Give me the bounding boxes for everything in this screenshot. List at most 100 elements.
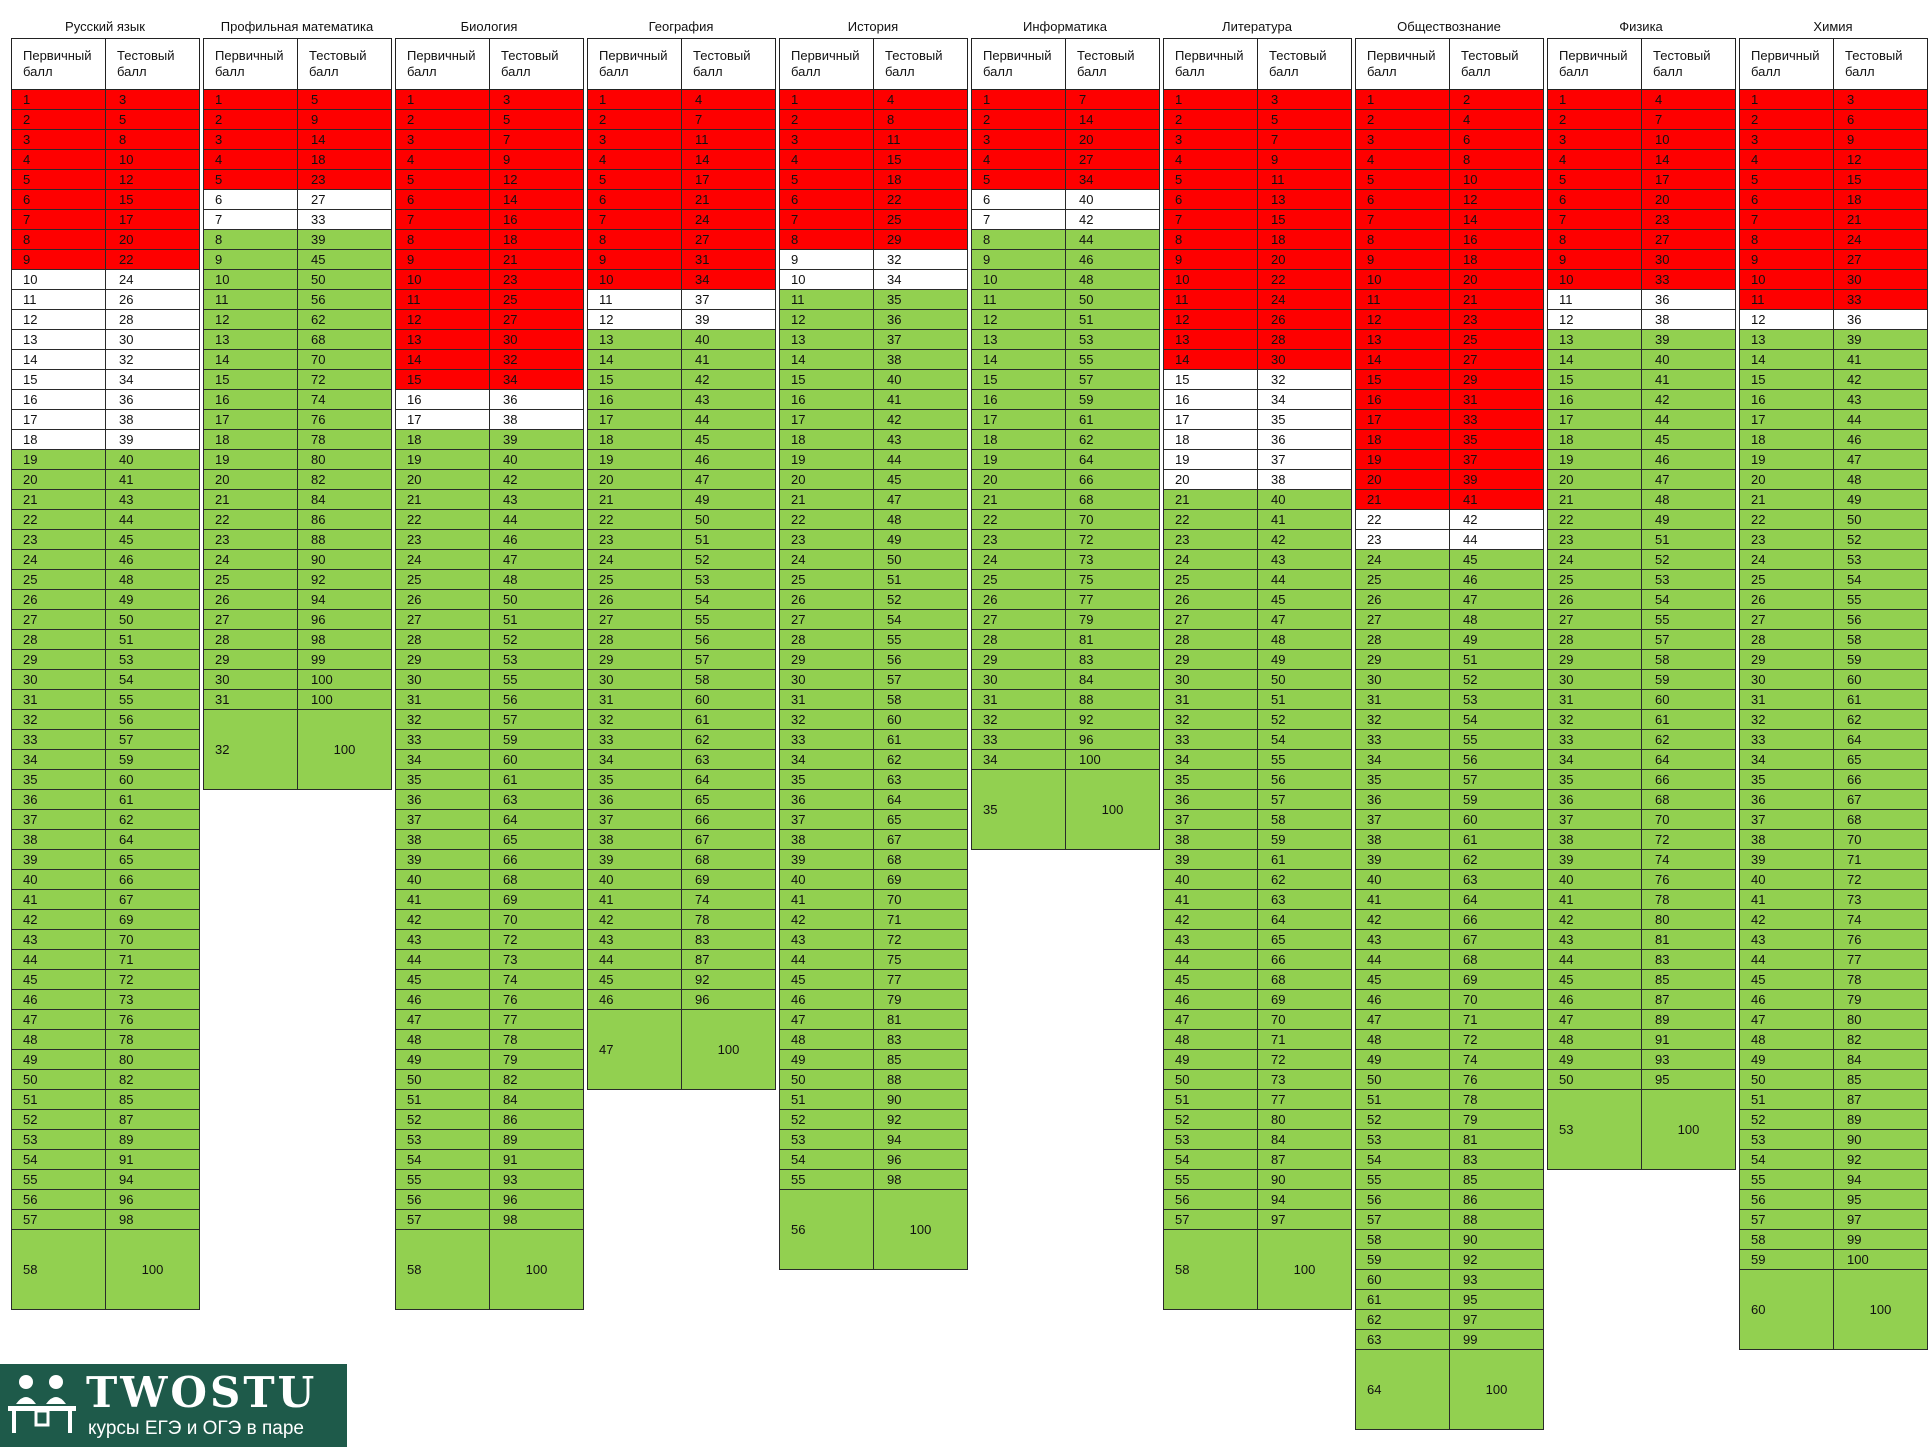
primary-score-cell: 55 — [1355, 1169, 1450, 1190]
primary-score-cell: 31 — [587, 689, 682, 710]
primary-score-cell: 48 — [1739, 1029, 1834, 1050]
test-score-cell: 13 — [1257, 189, 1352, 210]
score-row: 28 56 — [587, 629, 776, 650]
primary-score-cell: 21 — [11, 489, 106, 510]
test-score-cell: 25 — [1449, 329, 1544, 350]
test-score-cell: 66 — [681, 809, 776, 830]
primary-score-cell: 23 — [1163, 529, 1258, 550]
score-row: 17 33 — [1355, 409, 1544, 430]
primary-score-cell: 28 — [395, 629, 490, 650]
primary-score-cell: 18 — [1355, 429, 1450, 450]
score-row: 8 27 — [587, 229, 776, 250]
primary-score-cell: 10 — [779, 269, 874, 290]
primary-score-cell: 47 — [779, 1009, 874, 1030]
test-score-cell: 54 — [1257, 729, 1352, 750]
score-row: 36 63 — [395, 789, 584, 810]
primary-score-cell: 40 — [587, 869, 682, 890]
test-score-header: Тестовый балл — [1065, 38, 1160, 90]
test-score-cell: 74 — [297, 389, 392, 410]
score-row: 39 74 — [1547, 849, 1736, 870]
score-row: 23 51 — [587, 529, 776, 550]
primary-score-cell: 31 — [971, 689, 1066, 710]
score-row: 46 70 — [1355, 989, 1544, 1010]
test-score-cell: 56 — [681, 629, 776, 650]
test-score-cell: 66 — [489, 849, 584, 870]
primary-score-cell: 33 — [1547, 729, 1642, 750]
test-score-cell: 21 — [1449, 289, 1544, 310]
score-row: 21 49 — [587, 489, 776, 510]
score-row: 51 85 — [11, 1089, 200, 1110]
score-row: 20 39 — [1355, 469, 1544, 490]
score-row: 36 67 — [1739, 789, 1928, 810]
score-row: 48 72 — [1355, 1029, 1544, 1050]
primary-score-cell: 56 — [1163, 1189, 1258, 1210]
score-row: 8 39 — [203, 229, 392, 250]
primary-score-cell: 5 — [395, 169, 490, 190]
test-score-cell: 11 — [1257, 169, 1352, 190]
score-row: 15 42 — [1739, 369, 1928, 390]
test-score-cell: 28 — [1257, 329, 1352, 350]
primary-score-cell: 35 — [1355, 769, 1450, 790]
score-row: 18 45 — [1547, 429, 1736, 450]
test-score-cell: 49 — [1641, 509, 1736, 530]
score-row: 46 73 — [11, 989, 200, 1010]
score-row: 12 36 — [779, 309, 968, 330]
primary-score-cell: 4 — [779, 149, 874, 170]
score-row: 30 84 — [971, 669, 1160, 690]
test-score-cell: 56 — [489, 689, 584, 710]
score-row: 56 94 — [1163, 1189, 1352, 1210]
test-score-cell: 69 — [1449, 969, 1544, 990]
primary-score-cell: 37 — [1547, 809, 1642, 830]
test-score-cell: 43 — [681, 389, 776, 410]
primary-score-cell: 4 — [587, 149, 682, 170]
primary-score-cell: 57 — [395, 1209, 490, 1230]
score-row: 53 94 — [779, 1129, 968, 1150]
test-score-cell: 56 — [105, 709, 200, 730]
subject-title: Литература — [1222, 19, 1292, 34]
primary-score-cell: 22 — [779, 509, 874, 530]
test-score-cell: 41 — [873, 389, 968, 410]
score-row: 37 60 — [1355, 809, 1544, 830]
test-score-cell: 61 — [1833, 689, 1928, 710]
test-score-cell: 86 — [297, 509, 392, 530]
score-row: 19 46 — [1547, 449, 1736, 470]
test-score-cell: 9 — [1833, 129, 1928, 150]
primary-score-cell: 32 — [971, 709, 1066, 730]
primary-score-cell: 29 — [587, 649, 682, 670]
test-score-cell: 27 — [1641, 229, 1736, 250]
primary-score-cell: 29 — [1547, 649, 1642, 670]
score-row: 38 59 — [1163, 829, 1352, 850]
score-row: 41 78 — [1547, 889, 1736, 910]
test-score-cell: 36 — [1257, 429, 1352, 450]
score-row: 12 36 — [1739, 309, 1928, 330]
test-score-cell: 79 — [1833, 989, 1928, 1010]
primary-score-cell: 41 — [1163, 889, 1258, 910]
test-score-cell: 27 — [1065, 149, 1160, 170]
primary-score-cell: 21 — [1355, 489, 1450, 510]
test-score-cell: 93 — [1449, 1269, 1544, 1290]
test-score-cell: 14 — [681, 149, 776, 170]
score-row: 6 14 — [395, 189, 584, 210]
score-row: 23 49 — [779, 529, 968, 550]
score-row: 9 31 — [587, 249, 776, 270]
primary-score-cell: 20 — [1547, 469, 1642, 490]
primary-score-cell: 50 — [395, 1069, 490, 1090]
score-row: 28 55 — [779, 629, 968, 650]
score-row: 40 66 — [11, 869, 200, 890]
test-score-cell: 64 — [1257, 909, 1352, 930]
primary-score-cell: 16 — [1739, 389, 1834, 410]
score-row: 59 100 — [1739, 1249, 1928, 1270]
test-score-cell: 62 — [1257, 869, 1352, 890]
score-row: 29 53 — [395, 649, 584, 670]
test-score-cell: 44 — [1641, 409, 1736, 430]
test-score-cell: 65 — [105, 849, 200, 870]
score-row: 24 46 — [11, 549, 200, 570]
primary-score-cell: 45 — [1355, 969, 1450, 990]
test-score-cell: 24 — [1833, 229, 1928, 250]
test-score-cell: 23 — [297, 169, 392, 190]
score-row: 21 48 — [1547, 489, 1736, 510]
